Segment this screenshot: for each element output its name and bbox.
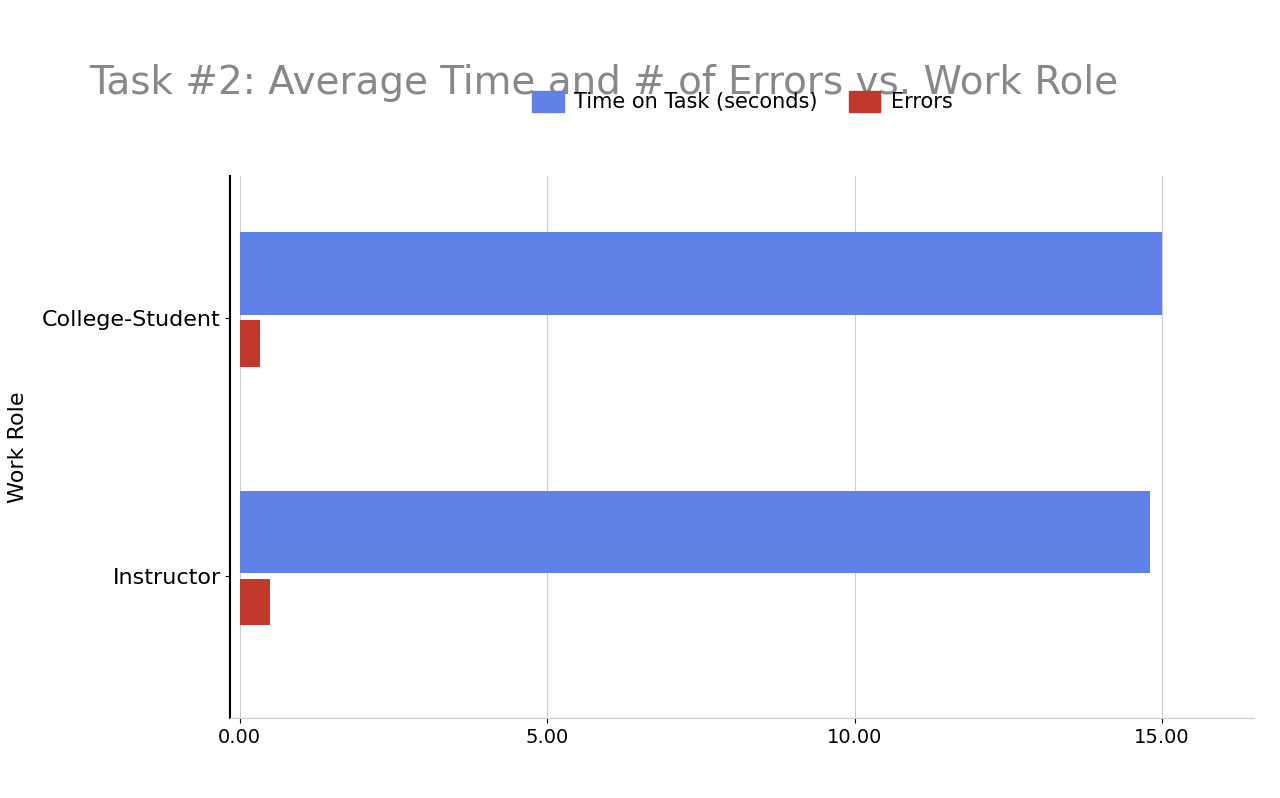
Bar <box>239 579 270 625</box>
Bar <box>239 232 1162 315</box>
Legend: Time on Task (seconds), Errors: Time on Task (seconds), Errors <box>524 82 961 120</box>
Y-axis label: Work Role: Work Role <box>8 391 28 503</box>
Bar <box>239 491 1149 574</box>
Bar <box>239 320 260 367</box>
Text: Task #2: Average Time and # of Errors vs. Work Role: Task #2: Average Time and # of Errors vs… <box>90 64 1119 102</box>
